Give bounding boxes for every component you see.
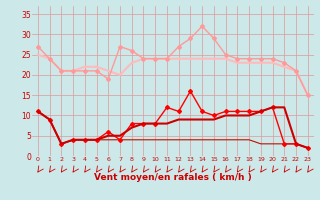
X-axis label: Vent moyen/en rafales ( km/h ): Vent moyen/en rafales ( km/h )	[94, 173, 252, 182]
